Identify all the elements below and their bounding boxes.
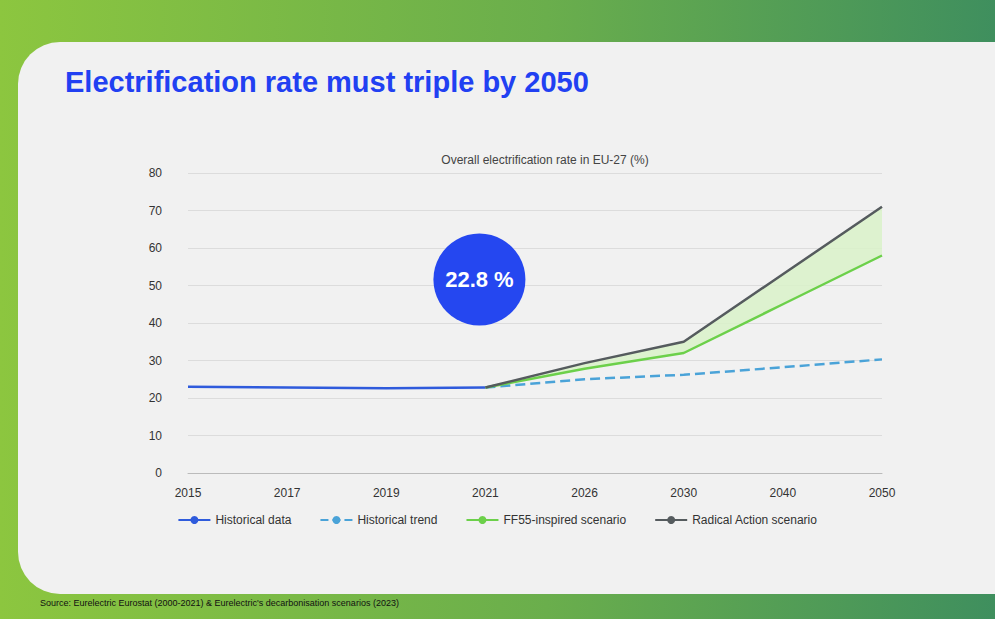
svg-text:Overall electrification rate i: Overall electrification rate in EU-27 (%…	[441, 153, 648, 167]
svg-text:70: 70	[149, 204, 163, 218]
svg-text:Historical data: Historical data	[215, 513, 291, 527]
svg-text:40: 40	[149, 316, 163, 330]
svg-text:2040: 2040	[770, 486, 797, 500]
svg-text:2021: 2021	[472, 486, 499, 500]
svg-text:Source: Eurelectric Eurostat (: Source: Eurelectric Eurostat (2000-2021)…	[40, 598, 399, 608]
svg-text:60: 60	[149, 241, 163, 255]
svg-text:22.8 %: 22.8 %	[445, 267, 514, 292]
svg-text:20: 20	[149, 391, 163, 405]
svg-text:FF55-inspired scenario: FF55-inspired scenario	[503, 513, 626, 527]
svg-text:Electrification rate must trip: Electrification rate must triple by 2050	[65, 66, 589, 98]
svg-text:30: 30	[149, 354, 163, 368]
svg-text:2015: 2015	[175, 486, 202, 500]
svg-text:2019: 2019	[373, 486, 400, 500]
svg-text:2050: 2050	[869, 486, 896, 500]
svg-text:10: 10	[149, 429, 163, 443]
svg-text:2026: 2026	[571, 486, 598, 500]
svg-text:Historical trend: Historical trend	[357, 513, 437, 527]
svg-text:50: 50	[149, 279, 163, 293]
svg-text:80: 80	[149, 166, 163, 180]
svg-text:2030: 2030	[670, 486, 697, 500]
svg-text:0: 0	[155, 466, 162, 480]
svg-text:2017: 2017	[274, 486, 301, 500]
svg-text:Radical Action scenario: Radical Action scenario	[692, 513, 817, 527]
